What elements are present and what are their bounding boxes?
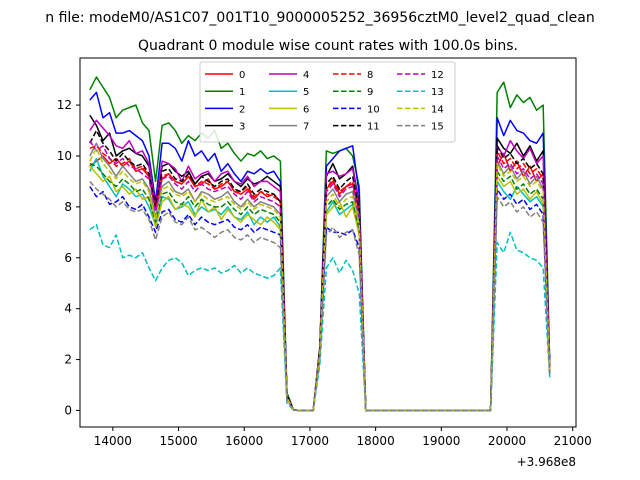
- figure-suptitle: n file: modeM0/AS1C07_001T10_9000005252_…: [45, 10, 594, 26]
- x-tick-label: 19000: [422, 434, 460, 448]
- y-tick-label: 8: [64, 200, 72, 214]
- legend-label-4: 4: [303, 70, 309, 81]
- x-tick-label: 16000: [225, 434, 263, 448]
- x-offset-label: +3.968e8: [517, 455, 576, 469]
- legend-box: [199, 61, 456, 143]
- legend-label-3: 3: [239, 122, 245, 133]
- legend-label-1: 1: [239, 87, 245, 98]
- legend-label-8: 8: [367, 70, 373, 81]
- y-tick-label: 12: [57, 98, 72, 112]
- legend-label-11: 11: [367, 122, 380, 133]
- x-axis: 14000 15000 16000 17000 18000 19000 20000 21000: [94, 427, 592, 448]
- legend-label-10: 10: [367, 104, 380, 115]
- y-tick-label: 10: [57, 149, 72, 163]
- legend-label-5: 5: [303, 87, 309, 98]
- legend-label-14: 14: [431, 104, 444, 115]
- legend-label-2: 2: [239, 104, 245, 115]
- legend-label-15: 15: [431, 122, 444, 133]
- legend-label-9: 9: [367, 87, 373, 98]
- legend-label-6: 6: [303, 104, 309, 115]
- legend-label-13: 13: [431, 87, 444, 98]
- axes-frame: [79, 57, 577, 428]
- y-tick-label: 6: [64, 251, 72, 265]
- series-line-11: [89, 129, 551, 412]
- legend-label-7: 7: [303, 122, 309, 133]
- chart-title: Quadrant 0 module wise count rates with …: [138, 38, 518, 54]
- x-tick-label: 18000: [357, 434, 395, 448]
- x-tick-label: 17000: [291, 434, 329, 448]
- plot-area: [89, 76, 551, 412]
- x-tick-label: 15000: [159, 434, 197, 448]
- legend-label-0: 0: [239, 70, 245, 81]
- series-line-15: [89, 180, 551, 412]
- x-tick-label: 20000: [488, 434, 526, 448]
- legend-label-12: 12: [431, 70, 444, 81]
- y-axis: 0 2 4 6 8 10 12: [57, 98, 80, 417]
- x-tick-label: 21000: [554, 434, 592, 448]
- y-tick-label: 2: [64, 353, 72, 367]
- x-tick-label: 14000: [94, 434, 132, 448]
- y-tick-label: 0: [64, 403, 72, 417]
- y-tick-label: 4: [64, 302, 72, 316]
